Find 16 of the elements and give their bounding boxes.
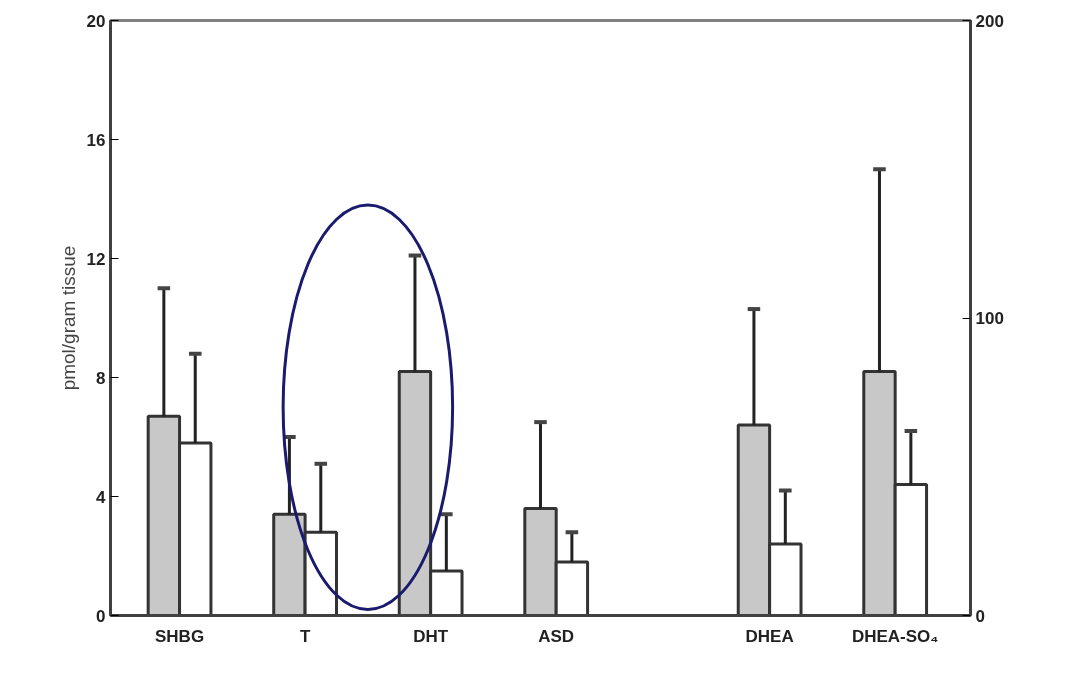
y2-tick-label: 200 <box>975 11 1004 31</box>
y-tick-label: 12 <box>86 249 106 269</box>
y2-tick-label: 100 <box>975 309 1004 328</box>
y-tick-label: 0 <box>96 606 106 626</box>
y-tick-label: 4 <box>96 487 107 507</box>
x-tick-label: T <box>299 626 311 646</box>
y-tick-label: 20 <box>86 11 106 31</box>
y-tick-label: 8 <box>96 368 106 388</box>
y-tick-label: 16 <box>86 130 106 150</box>
x-tick-label: ASD <box>538 626 575 646</box>
x-tick-label: SHBG <box>154 626 205 646</box>
y2-tick-label: 0 <box>975 606 985 626</box>
x-tick-label: DHT <box>413 626 449 646</box>
y-axis-title: pmol/gram tissue <box>57 245 79 391</box>
x-tick-label: DHEA-SO₄ <box>851 626 939 646</box>
x-tick-label: DHEA <box>745 626 794 646</box>
